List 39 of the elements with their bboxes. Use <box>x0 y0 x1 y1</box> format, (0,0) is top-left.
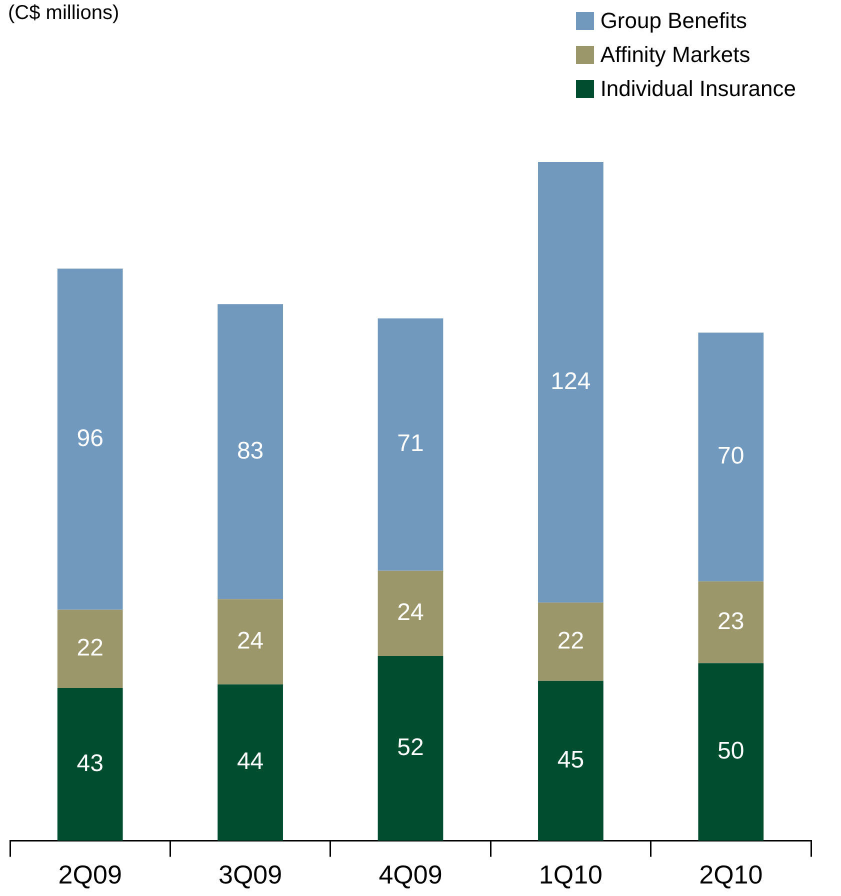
legend-label: Affinity Markets <box>600 42 750 68</box>
data-label: 70 <box>718 442 744 470</box>
chart-title: (C$ millions) <box>8 2 120 25</box>
data-label: 24 <box>397 598 424 626</box>
data-label: 24 <box>236 627 264 654</box>
x-tick-label: 2Q09 <box>58 860 122 890</box>
data-label: 96 <box>76 424 104 452</box>
bar <box>698 581 764 664</box>
bar <box>698 663 764 841</box>
x-tick-label: 1Q10 <box>538 860 603 890</box>
bar <box>57 688 123 841</box>
data-label: 50 <box>718 738 744 765</box>
data-label: 45 <box>557 746 584 774</box>
bar <box>538 680 604 841</box>
bar <box>57 268 123 610</box>
data-label: 43 <box>76 750 104 778</box>
bar <box>538 602 604 681</box>
bar <box>57 610 123 688</box>
bar <box>218 684 283 841</box>
bar <box>378 570 444 656</box>
bar <box>378 656 444 841</box>
data-label: 22 <box>557 627 584 654</box>
bar <box>218 304 283 600</box>
data-label: 22 <box>76 634 104 662</box>
data-label: 71 <box>397 430 424 458</box>
x-tick-label: 4Q09 <box>378 860 442 890</box>
bar <box>698 332 764 582</box>
legend-label: Group Benefits <box>600 8 748 34</box>
data-label: 124 <box>550 368 591 395</box>
data-label: 23 <box>718 608 744 635</box>
data-label: 52 <box>397 734 424 762</box>
data-label: 44 <box>236 748 264 776</box>
data-label: 83 <box>236 437 264 464</box>
bar <box>218 599 283 684</box>
x-tick-label: 2Q10 <box>699 860 763 890</box>
legend-label: Individual Insurance <box>600 76 796 102</box>
x-tick-label: 3Q09 <box>218 860 282 890</box>
bar <box>538 162 604 603</box>
bar <box>378 318 444 571</box>
